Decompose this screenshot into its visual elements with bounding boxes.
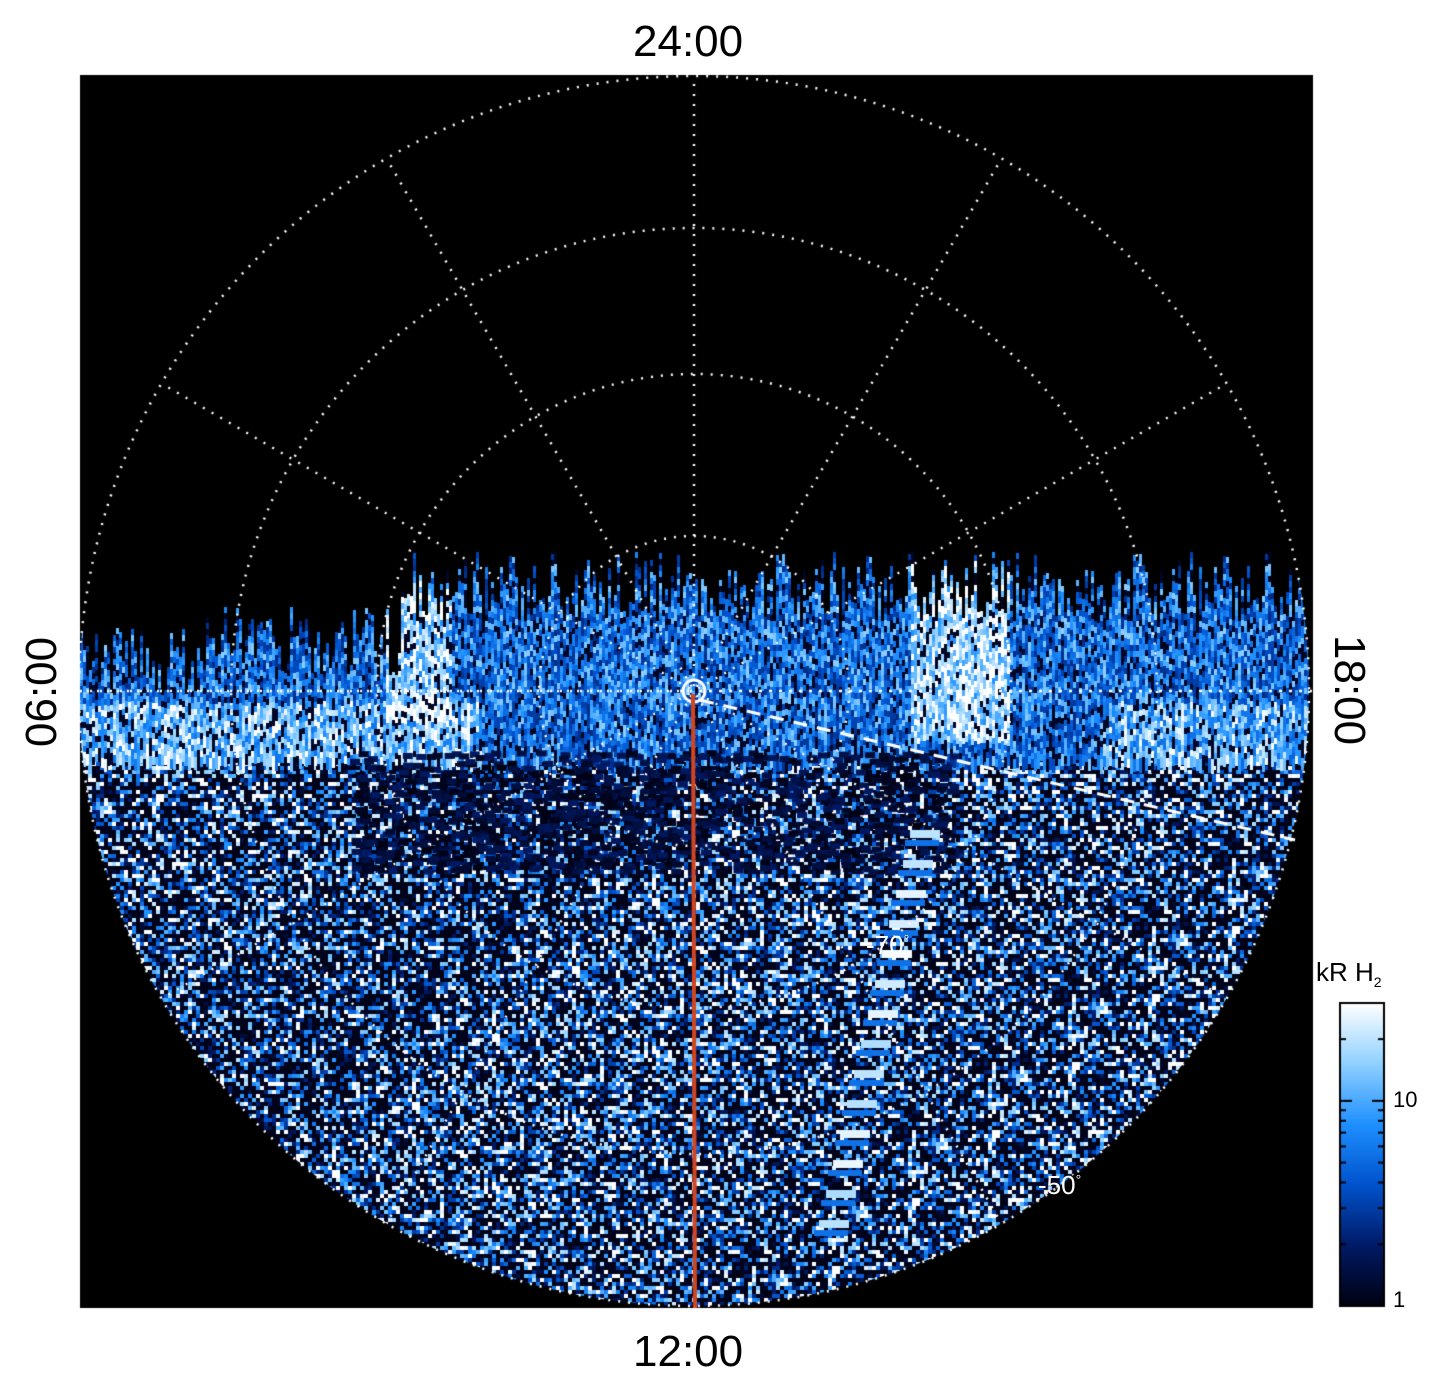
colorbar-tick-label: 10 [1393,1087,1418,1112]
latitude-label-outer: -50° [1038,1170,1082,1200]
local-time-label-noon: 12:00 [633,1327,744,1376]
local-time-label-dawn: 06:00 [17,636,66,748]
latitude-label-inner: -70° [866,930,910,960]
local-time-label-dusk: 18:00 [1325,634,1374,746]
local-time-label-midnight: 24:00 [633,17,744,66]
colorbar-tick-label: 1 [1393,1287,1406,1312]
colorbar-title: kR H2 [1316,957,1382,991]
